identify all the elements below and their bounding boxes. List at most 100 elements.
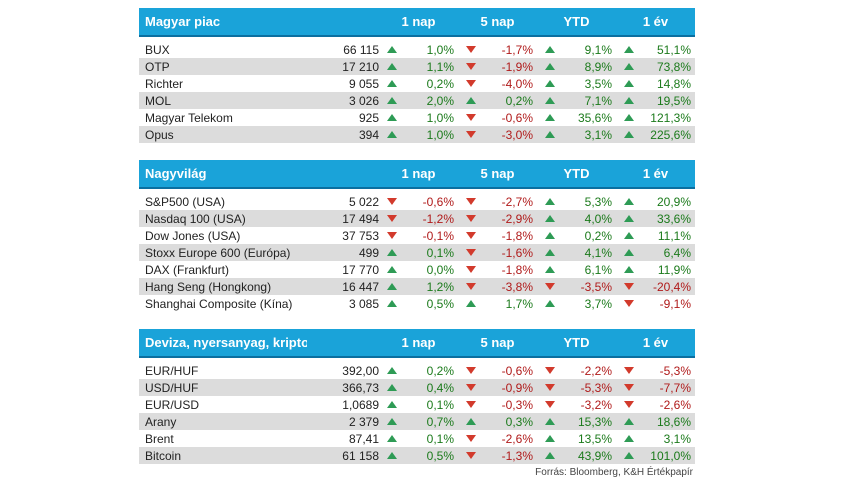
instrument-value: 3 085 <box>348 296 379 311</box>
table-row: EUR/HUF 392,00 0,2% -0,6% -2,2% -5,3% <box>139 362 695 379</box>
change-percent: 121,3% <box>650 110 691 125</box>
instrument-value: 499 <box>358 245 379 260</box>
change-percent: 8,9% <box>584 59 612 74</box>
instrument-value: 3 026 <box>348 93 379 108</box>
change-percent: 0,2% <box>505 93 533 108</box>
change-percent: -3,8% <box>501 279 533 294</box>
change-cell: 11,1% <box>616 229 695 243</box>
change-percent: 0,0% <box>426 262 454 277</box>
change-percent: 0,1% <box>426 245 454 260</box>
change-percent: 1,0% <box>426 42 454 57</box>
table-row: Bitcoin 61 158 0,5% -1,3% 43,9% 101,0% <box>139 447 695 464</box>
instrument-value: 87,41 <box>348 431 379 446</box>
triangle-up-icon <box>545 300 555 307</box>
change-percent: -1,7% <box>501 42 533 57</box>
change-percent: 0,4% <box>426 380 454 395</box>
change-percent: 33,6% <box>656 211 691 226</box>
instrument-name: OTP <box>145 59 170 74</box>
change-percent: 1,0% <box>426 110 454 125</box>
triangle-down-icon <box>545 401 555 408</box>
instrument-value: 394 <box>358 127 379 142</box>
triangle-up-icon <box>545 46 555 53</box>
change-percent: -5,3% <box>659 363 691 378</box>
change-cell: 11,9% <box>616 263 695 277</box>
change-percent: 0,2% <box>584 228 612 243</box>
section-title: Magyar piac <box>145 14 221 29</box>
column-header: 1 év <box>642 166 669 181</box>
triangle-up-icon <box>466 418 476 425</box>
change-percent: -3,0% <box>501 127 533 142</box>
section-title: Deviza, nyersanyag, kripto <box>145 335 307 350</box>
instrument-name: Arany <box>145 414 177 429</box>
change-cell: 14,8% <box>616 77 695 91</box>
column-header: 1 év <box>642 14 669 29</box>
change-percent: -1,8% <box>501 228 533 243</box>
change-percent: -1,6% <box>501 245 533 260</box>
instrument-name: Richter <box>145 76 184 91</box>
change-cell: 0,1% <box>379 398 458 412</box>
change-percent: 20,9% <box>656 194 691 209</box>
column-header: 5 nap <box>480 166 515 181</box>
column-header: YTD <box>563 14 590 29</box>
section-header: Nagyvilág 1 nap 5 nap YTD 1 év <box>139 160 695 189</box>
triangle-down-icon <box>624 401 634 408</box>
triangle-up-icon <box>387 114 397 121</box>
change-cell: -4,0% <box>458 77 537 91</box>
instrument-value: 1,0689 <box>342 397 379 412</box>
change-cell: -3,2% <box>537 398 616 412</box>
change-cell: -3,8% <box>458 280 537 294</box>
instrument-name: Shanghai Composite (Kína) <box>145 296 293 311</box>
triangle-down-icon <box>387 215 397 222</box>
change-cell: 225,6% <box>616 128 695 142</box>
change-cell: 0,5% <box>379 297 458 311</box>
instrument-value: 9 055 <box>348 76 379 91</box>
change-percent: 1,1% <box>426 59 454 74</box>
triangle-up-icon <box>545 63 555 70</box>
instrument-name: MOL <box>145 93 172 108</box>
section-table: Magyar piac 1 nap 5 nap YTD 1 év BUX 66 115 1,0… <box>139 8 695 143</box>
triangle-up-icon <box>387 80 397 87</box>
instrument-value: 37 753 <box>342 228 379 243</box>
table-row: MOL 3 026 2,0% 0,2% 7,1% 19,5% <box>139 92 695 109</box>
triangle-down-icon <box>466 131 476 138</box>
table-row: Hang Seng (Hongkong) 16 447 1,2% -3,8% -3,5%… <box>139 278 695 295</box>
change-percent: 225,6% <box>650 127 691 142</box>
column-header: 1 nap <box>401 14 436 29</box>
change-cell: -20,4% <box>616 280 695 294</box>
instrument-value: 17 770 <box>342 262 379 277</box>
change-cell: -0,3% <box>458 398 537 412</box>
change-percent: -0,3% <box>501 397 533 412</box>
table-row: Stoxx Europe 600 (Európa) 499 0,1% -1,6% 4,1… <box>139 244 695 261</box>
change-percent: 11,9% <box>657 262 691 277</box>
change-cell: 2,0% <box>379 94 458 108</box>
section-header: Magyar piac 1 nap 5 nap YTD 1 év <box>139 8 695 37</box>
section-table: Nagyvilág 1 nap 5 nap YTD 1 év S&P500 (USA) 5 … <box>139 160 695 312</box>
change-cell: -9,1% <box>616 297 695 311</box>
section-table: Deviza, nyersanyag, kripto 1 nap 5 nap YTD 1… <box>139 329 695 464</box>
change-cell: -1,7% <box>458 43 537 57</box>
change-cell: 101,0% <box>616 449 695 463</box>
change-cell: 3,1% <box>537 128 616 142</box>
instrument-name: USD/HUF <box>145 380 199 395</box>
change-percent: 101,0% <box>650 448 691 463</box>
triangle-up-icon <box>624 80 634 87</box>
triangle-down-icon <box>387 198 397 205</box>
change-percent: -2,9% <box>501 211 533 226</box>
triangle-up-icon <box>387 401 397 408</box>
triangle-down-icon <box>545 367 555 374</box>
change-cell: 15,3% <box>537 415 616 429</box>
change-percent: 18,6% <box>656 414 691 429</box>
change-percent: 2,0% <box>426 93 454 108</box>
instrument-value: 17 210 <box>342 59 379 74</box>
change-cell: -5,3% <box>616 364 695 378</box>
instrument-value: 5 022 <box>348 194 379 209</box>
triangle-up-icon <box>624 232 634 239</box>
triangle-up-icon <box>387 249 397 256</box>
table-row: EUR/USD 1,0689 0,1% -0,3% -3,2% -2,6% <box>139 396 695 413</box>
triangle-up-icon <box>624 266 634 273</box>
instrument-value: 61 158 <box>342 448 379 463</box>
change-percent: -2,6% <box>501 431 533 446</box>
column-header: 1 nap <box>401 335 436 350</box>
change-cell: 6,1% <box>537 263 616 277</box>
change-cell: 0,2% <box>379 77 458 91</box>
